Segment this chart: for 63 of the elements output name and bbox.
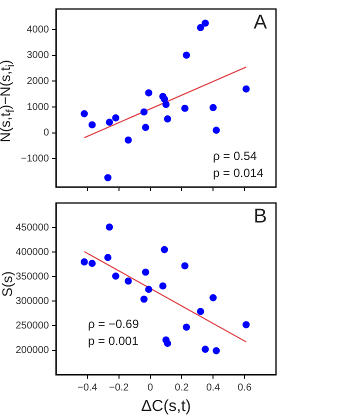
y-tick-label: −1000	[20, 153, 50, 164]
annotation: B	[254, 206, 267, 228]
point	[212, 126, 220, 134]
annotation: ρ = 0.54	[213, 149, 258, 163]
y-tick-label: 250000	[16, 320, 50, 332]
y-tick-label: 200000	[16, 345, 50, 356]
annotation: p = 0.001	[88, 334, 139, 348]
point	[104, 174, 112, 182]
point	[210, 104, 217, 112]
point	[112, 272, 120, 280]
point	[159, 282, 166, 290]
point	[181, 262, 188, 270]
point	[142, 124, 150, 132]
point	[142, 268, 150, 276]
y-tick-label: 0	[43, 128, 50, 139]
point	[162, 100, 170, 108]
point	[202, 20, 209, 27]
point	[202, 346, 209, 353]
point	[210, 294, 217, 302]
point	[182, 52, 190, 59]
y-tick-label: 4000	[26, 24, 50, 36]
y-tick-label: 350000	[16, 271, 50, 282]
y-tick-label: 3000	[26, 50, 50, 62]
point	[164, 340, 172, 347]
point	[196, 24, 204, 32]
point	[106, 223, 114, 231]
point	[106, 118, 114, 126]
x-tick-label: −0.4	[78, 382, 98, 394]
point	[212, 347, 220, 354]
point	[196, 308, 204, 316]
point	[124, 136, 132, 144]
point	[124, 277, 132, 285]
x-tick-label: 0.6	[238, 382, 252, 394]
x-axis-title: ΔC(s,t)	[141, 398, 191, 415]
point	[112, 114, 120, 122]
x-tick-label: 0	[148, 382, 154, 394]
point	[181, 104, 188, 112]
y-tick-label: 2000	[26, 76, 50, 87]
point	[88, 260, 96, 267]
y-tick-label: 400000	[16, 246, 50, 258]
y-tick-label: 300000	[16, 296, 50, 307]
point	[145, 286, 152, 293]
point	[182, 324, 190, 331]
annotation: A	[254, 12, 268, 34]
annotation: ρ = −0.69	[88, 316, 140, 331]
point	[80, 110, 88, 118]
x-tick-label: 0.4	[206, 382, 221, 394]
point	[145, 89, 152, 96]
point	[140, 296, 148, 303]
annotation: p = 0.014	[213, 166, 264, 180]
y-tick-label: 450000	[16, 222, 50, 234]
point	[140, 108, 148, 116]
y-tick-label: 1000	[26, 102, 50, 113]
point	[242, 321, 250, 328]
y-axis-title: S(s)	[0, 270, 15, 296]
point	[104, 254, 112, 262]
point	[164, 115, 172, 122]
x-tick-label: −0.2	[108, 382, 130, 394]
x-tick-label: 0.2	[174, 382, 190, 394]
point	[242, 85, 250, 93]
point	[88, 121, 96, 128]
point	[160, 246, 168, 254]
point	[80, 258, 88, 266]
